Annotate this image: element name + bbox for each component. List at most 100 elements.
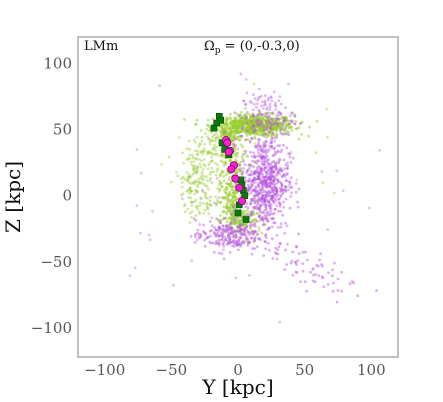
purple-particle bbox=[260, 200, 264, 204]
green-particle bbox=[201, 167, 205, 171]
green-particle bbox=[195, 118, 199, 122]
purple-particle bbox=[246, 231, 250, 234]
purple-particle bbox=[258, 172, 262, 176]
purple-particle bbox=[231, 240, 235, 243]
purple-particle bbox=[245, 179, 249, 183]
purple-particle bbox=[219, 219, 223, 223]
purple-particle bbox=[228, 239, 232, 242]
green-particle bbox=[208, 160, 212, 164]
green-particle bbox=[213, 145, 217, 149]
purple-particle bbox=[268, 185, 271, 189]
purple-particle bbox=[213, 226, 216, 229]
green-particle bbox=[216, 167, 220, 171]
green-particle bbox=[225, 223, 229, 227]
green-particle bbox=[204, 164, 207, 168]
purple-particle bbox=[253, 236, 257, 240]
omega-symbol: Ω bbox=[204, 39, 215, 54]
purple-particle bbox=[264, 193, 267, 197]
green-particle bbox=[196, 165, 200, 169]
green-particle bbox=[198, 212, 202, 216]
purple-particle bbox=[270, 181, 274, 185]
purple-particle bbox=[265, 122, 269, 126]
purple-particle bbox=[263, 200, 267, 204]
green-particle bbox=[253, 122, 257, 126]
green-particle bbox=[187, 173, 191, 176]
purple-particle bbox=[266, 214, 269, 217]
purple-particle bbox=[214, 233, 218, 236]
purple-particle bbox=[245, 225, 249, 229]
green-particle bbox=[243, 227, 246, 231]
green-particle bbox=[197, 210, 201, 214]
purple-particle bbox=[270, 225, 274, 229]
green-particle bbox=[241, 145, 244, 149]
purple-particle bbox=[312, 266, 315, 270]
purple-particle bbox=[212, 250, 216, 254]
purple-particle bbox=[265, 171, 268, 174]
purple-particle bbox=[219, 231, 223, 235]
green-particle bbox=[215, 170, 219, 173]
green-particle bbox=[232, 145, 236, 149]
purple-particle bbox=[264, 236, 268, 240]
purple-particle bbox=[315, 263, 319, 267]
purple-particle bbox=[263, 165, 267, 169]
green-particle bbox=[245, 127, 249, 131]
purple-particle bbox=[269, 172, 273, 176]
purple-particle bbox=[274, 101, 277, 105]
purple-particle bbox=[276, 252, 280, 256]
green-particle bbox=[294, 119, 298, 123]
purple-particle bbox=[277, 161, 281, 165]
purple-particle bbox=[264, 175, 268, 178]
purple-particle bbox=[240, 242, 243, 246]
purple-particle bbox=[269, 203, 273, 207]
green-particle bbox=[239, 160, 243, 164]
purple-particle bbox=[218, 234, 222, 238]
purple-particle bbox=[257, 206, 261, 210]
purple-particle bbox=[290, 259, 294, 263]
purple-particle bbox=[321, 276, 325, 280]
green-particle bbox=[197, 181, 201, 185]
purple-particle bbox=[260, 218, 264, 222]
green-particle bbox=[203, 191, 207, 195]
purple-particle bbox=[232, 233, 235, 236]
purple-particle bbox=[268, 202, 272, 206]
green-particle bbox=[205, 205, 209, 209]
purple-particle bbox=[295, 245, 299, 249]
purple-particle bbox=[273, 193, 277, 197]
purple-particle bbox=[278, 144, 282, 148]
purple-particle bbox=[269, 126, 272, 130]
purple-particle bbox=[281, 175, 284, 179]
purple-particle bbox=[262, 211, 265, 215]
purple-particle bbox=[273, 185, 277, 189]
purple-particle bbox=[172, 283, 176, 287]
purple-particle bbox=[276, 170, 280, 174]
purple-particle bbox=[269, 171, 272, 174]
purple-particle bbox=[231, 235, 235, 238]
purple-particle bbox=[270, 198, 274, 202]
green-particle bbox=[245, 154, 249, 158]
green-particle bbox=[210, 131, 214, 135]
purple-particle bbox=[262, 168, 265, 171]
green-particle bbox=[188, 221, 192, 224]
purple-particle bbox=[244, 103, 248, 106]
purple-particle bbox=[282, 121, 286, 125]
purple-particle bbox=[239, 116, 243, 120]
green-particle bbox=[227, 133, 231, 136]
purple-particle bbox=[263, 99, 267, 103]
purple-particle bbox=[294, 260, 298, 264]
purple-particle bbox=[244, 102, 247, 106]
purple-particle bbox=[214, 242, 218, 246]
green-particle bbox=[228, 222, 232, 226]
purple-particle bbox=[378, 148, 381, 152]
purple-particle bbox=[257, 192, 261, 196]
purple-particle bbox=[279, 193, 282, 197]
purple-particle bbox=[254, 169, 257, 173]
purple-particle bbox=[273, 139, 277, 143]
green-particle bbox=[223, 230, 227, 234]
purple-particle bbox=[238, 224, 242, 228]
purple-particle bbox=[245, 169, 249, 173]
green-particle bbox=[194, 205, 198, 209]
purple-particle bbox=[256, 177, 260, 181]
green-particle bbox=[225, 117, 229, 121]
purple-particle bbox=[249, 191, 253, 195]
purple-particle bbox=[271, 174, 275, 178]
